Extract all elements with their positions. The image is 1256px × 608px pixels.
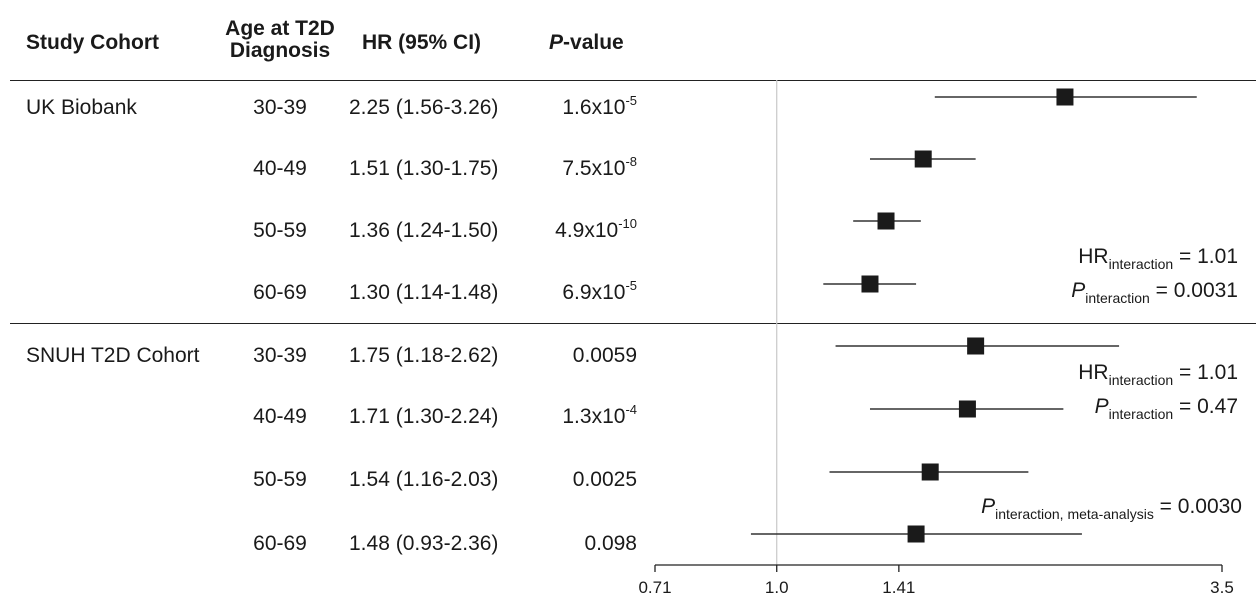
p-value: 0.098	[584, 532, 637, 555]
hazard-ratio-ci: 1.75 (1.18-2.62)	[349, 344, 499, 367]
header-age-line1: Age at T2D	[225, 17, 335, 40]
p-value: 4.9x10-10	[555, 216, 637, 242]
hazard-ratio-marker	[914, 150, 932, 168]
age-group: 50-59	[253, 219, 307, 242]
p-value: 1.3x10-4	[562, 402, 637, 428]
hazard-ratio-marker	[967, 337, 985, 355]
hazard-ratio-marker	[921, 463, 939, 481]
age-group: 60-69	[253, 532, 307, 555]
cohort-label: UK Biobank	[26, 96, 137, 119]
age-group: 50-59	[253, 468, 307, 491]
hazard-ratio-ci: 1.71 (1.30-2.24)	[349, 405, 499, 428]
age-group: 30-39	[253, 96, 307, 119]
cohort-label: SNUH T2D Cohort	[26, 344, 200, 367]
p-value: 1.6x10-5	[562, 93, 637, 119]
hazard-ratio-marker	[907, 525, 925, 543]
p-value: 0.0025	[572, 468, 637, 491]
p-value: 7.5x10-8	[562, 154, 637, 180]
hazard-ratio-marker	[958, 400, 976, 418]
snuh-hr-interaction: HRinteraction = 1.01	[1078, 361, 1238, 388]
x-tick-label: 3.5	[1210, 578, 1234, 597]
age-group: 30-39	[253, 344, 307, 367]
age-group: 40-49	[253, 405, 307, 428]
hazard-ratio-marker	[1056, 88, 1074, 106]
x-tick-label: 0.71	[638, 578, 671, 597]
header-divider	[10, 80, 1256, 81]
hazard-ratio-ci: 1.51 (1.30-1.75)	[349, 157, 499, 180]
hazard-ratio-ci: 2.25 (1.56-3.26)	[349, 96, 499, 119]
hazard-ratio-ci: 1.36 (1.24-1.50)	[349, 219, 499, 242]
x-tick-label: 1.0	[765, 578, 789, 597]
hazard-ratio-ci: 1.48 (0.93-2.36)	[349, 532, 499, 555]
header-study-cohort: Study Cohort	[26, 31, 159, 54]
p-value: 6.9x10-5	[562, 278, 637, 304]
uk-hr-interaction: HRinteraction = 1.01	[1078, 245, 1238, 272]
age-group: 60-69	[253, 281, 307, 304]
hazard-ratio-marker	[861, 275, 879, 293]
header-p-italic: P	[549, 31, 564, 54]
header-p-rest: -value	[563, 31, 624, 54]
snuh-p-interaction: Pinteraction = 0.47	[1094, 395, 1238, 422]
hazard-ratio-marker	[877, 212, 895, 230]
p-value: 0.0059	[572, 344, 637, 367]
hazard-ratio-ci: 1.30 (1.14-1.48)	[349, 281, 499, 304]
x-tick-label: 1.41	[882, 578, 915, 597]
age-group: 40-49	[253, 157, 307, 180]
header-age-at-diagnosis: Age at T2D Diagnosis	[212, 18, 348, 62]
hazard-ratio-ci: 1.54 (1.16-2.03)	[349, 468, 499, 491]
cohort-divider	[10, 323, 1256, 324]
header-age-line2: Diagnosis	[229, 39, 331, 62]
header-hr-ci: HR (95% CI)	[362, 31, 482, 54]
uk-p-interaction: Pinteraction = 0.0031	[1071, 279, 1238, 306]
meta-p-interaction: Pinteraction, meta-analysis = 0.0030	[981, 495, 1242, 522]
header-p-value: P-value	[549, 32, 624, 54]
